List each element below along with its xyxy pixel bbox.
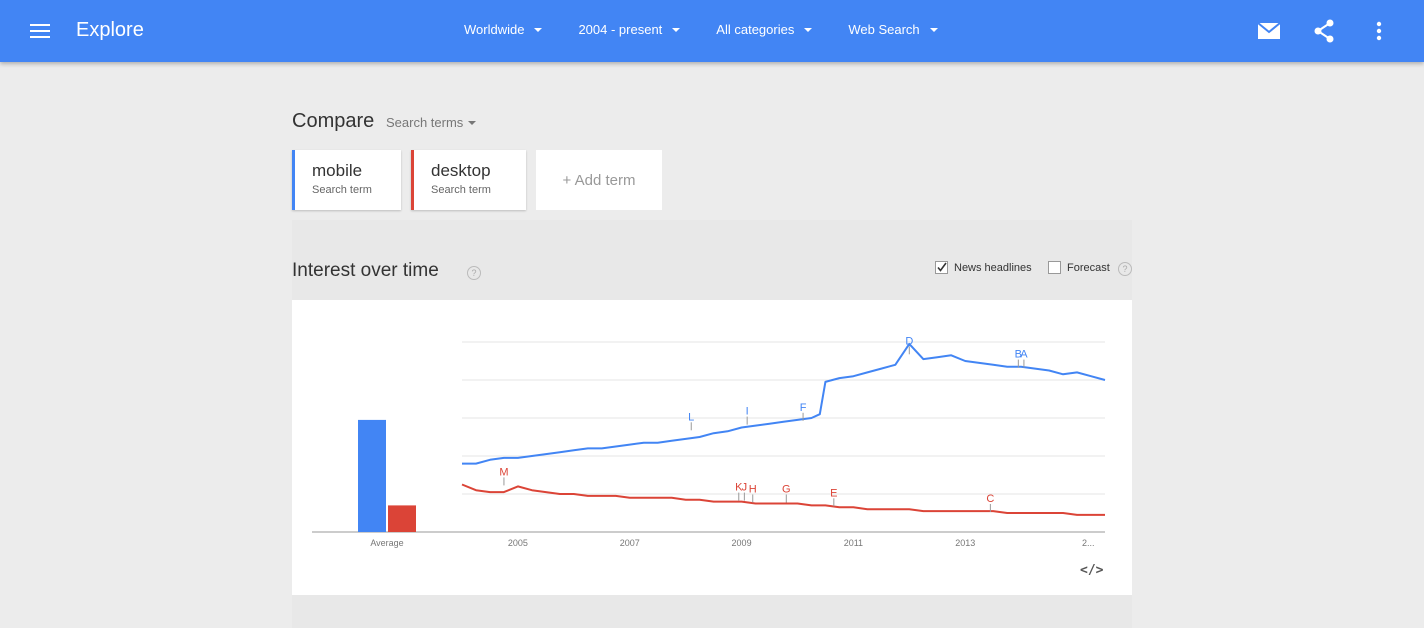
term-type: Search term bbox=[312, 184, 372, 196]
mail-icon[interactable] bbox=[1256, 18, 1282, 44]
news-headlines-checkbox[interactable] bbox=[935, 261, 948, 274]
app-title: Explore bbox=[76, 19, 144, 41]
chevron-down-icon bbox=[468, 120, 477, 125]
top-app-bar: Explore Worldwide 2004 - present All cat… bbox=[0, 0, 1424, 62]
annotation-label: I bbox=[746, 406, 749, 418]
filter-search-type-label: Web Search bbox=[848, 22, 920, 37]
chevron-down-icon bbox=[672, 27, 681, 32]
average-bar-desktop bbox=[388, 505, 416, 532]
chart-card: Average 2005 2007 2009 2011 2013 2... L I F D B A M K J… bbox=[292, 300, 1132, 595]
chevron-down-icon bbox=[929, 27, 938, 32]
x-tick-label: 2007 bbox=[620, 538, 640, 548]
annotation-label: D bbox=[905, 335, 913, 347]
forecast-checkbox[interactable] bbox=[1048, 261, 1061, 274]
filter-time-label: 2004 - present bbox=[578, 22, 663, 37]
annotation-label: G bbox=[782, 484, 791, 496]
annotation-label: L bbox=[688, 411, 694, 423]
filter-region[interactable]: Worldwide bbox=[464, 22, 543, 37]
average-bar-mobile bbox=[358, 419, 386, 532]
filter-category-label: All categories bbox=[716, 22, 795, 37]
search-terms-label: Search terms bbox=[386, 115, 464, 130]
annotation-label: C bbox=[986, 493, 994, 505]
annotation-label: K bbox=[735, 482, 743, 494]
filter-search-type[interactable]: Web Search bbox=[848, 22, 938, 37]
annotation-label: B bbox=[1015, 349, 1022, 361]
news-headlines-toggle[interactable]: News headlines bbox=[935, 261, 1032, 274]
series-line-mobile bbox=[462, 342, 1106, 465]
chevron-down-icon bbox=[804, 27, 813, 32]
x-tick-label: 2005 bbox=[508, 538, 528, 548]
annotation-label: A bbox=[1020, 349, 1028, 361]
average-label: Average bbox=[370, 538, 403, 548]
forecast-toggle[interactable]: Forecast bbox=[1048, 261, 1110, 274]
annotation-label: H bbox=[749, 484, 757, 496]
checkmark-icon bbox=[937, 262, 947, 272]
embed-code-icon[interactable]: </> bbox=[1080, 563, 1104, 578]
x-tick-label: 2011 bbox=[844, 538, 863, 548]
term-name: desktop bbox=[431, 161, 491, 180]
news-headlines-label: News headlines bbox=[954, 261, 1032, 274]
term-type: Search term bbox=[431, 184, 491, 196]
add-term-button[interactable]: + Add term bbox=[536, 150, 662, 210]
term-name: mobile bbox=[312, 161, 363, 180]
term-card-mobile[interactable]: mobile Search term bbox=[292, 150, 401, 210]
search-terms-dropdown[interactable]: Search terms bbox=[386, 115, 477, 130]
filter-time[interactable]: 2004 - present bbox=[578, 22, 681, 37]
x-tick-label: 2013 bbox=[955, 538, 975, 548]
annotation-label: J bbox=[742, 482, 748, 494]
annotation-label: F bbox=[800, 402, 807, 414]
compare-title: Compare bbox=[292, 110, 375, 132]
forecast-label: Forecast bbox=[1067, 261, 1110, 274]
series-line-desktop bbox=[461, 483, 1105, 516]
more-vert-icon[interactable] bbox=[1366, 18, 1392, 44]
annotation-label: E bbox=[830, 487, 837, 499]
annotation-label: M bbox=[499, 466, 508, 478]
share-icon[interactable] bbox=[1311, 18, 1337, 44]
menu-icon[interactable] bbox=[30, 24, 50, 40]
x-tick-label: 2009 bbox=[732, 538, 752, 548]
filter-category[interactable]: All categories bbox=[716, 22, 813, 37]
x-tick-label: 2... bbox=[1082, 538, 1095, 548]
filter-region-label: Worldwide bbox=[464, 22, 525, 37]
filter-bar: Worldwide 2004 - present All categories … bbox=[464, 22, 974, 37]
term-card-desktop[interactable]: desktop Search term bbox=[411, 150, 526, 210]
help-icon[interactable]: ? bbox=[1118, 262, 1132, 276]
help-icon[interactable]: ? bbox=[467, 266, 481, 280]
interest-over-time-title: Interest over time bbox=[292, 260, 439, 281]
chevron-down-icon bbox=[534, 27, 543, 32]
interest-chart: Average 2005 2007 2009 2011 2013 2... L I F D BA M K J… bbox=[312, 335, 1106, 548]
